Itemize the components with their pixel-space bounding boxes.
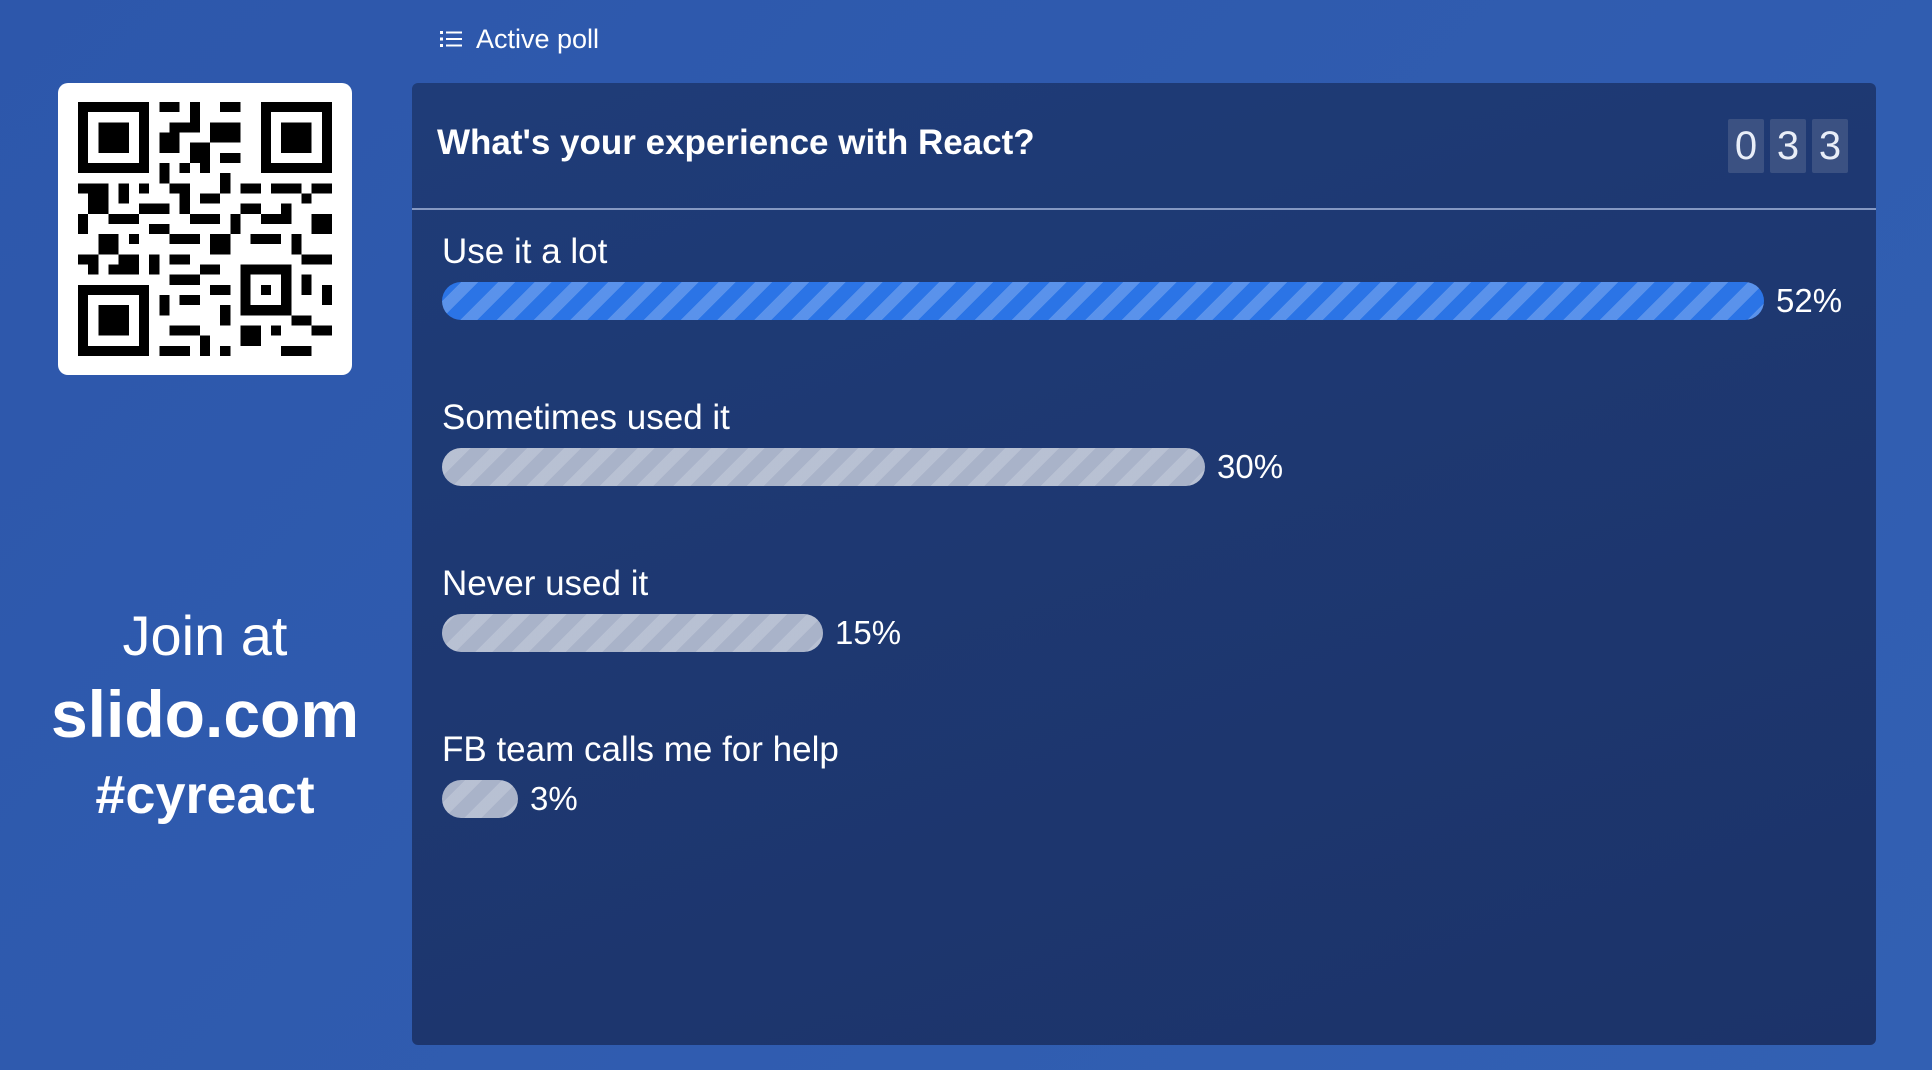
poll-option: Never used it 15% (442, 562, 1852, 728)
active-poll-text: Active poll (476, 23, 600, 54)
option-bar (442, 282, 1764, 320)
poll-question: What's your experience with React? (437, 123, 1035, 162)
vote-counter: 0 3 3 (1728, 119, 1848, 173)
qr-code-card (58, 83, 352, 375)
vote-counter-digit: 3 (1812, 119, 1848, 173)
join-url[interactable]: slido.com (50, 677, 360, 751)
option-percent: 3% (530, 780, 578, 817)
option-label: Sometimes used it (442, 398, 730, 437)
option-label: Never used it (442, 564, 649, 603)
poll-option: FB team calls me for help 3% (442, 728, 1852, 894)
option-label: FB team calls me for help (442, 730, 839, 769)
active-poll-label: Active poll (440, 18, 599, 60)
poll-panel: What's your experience with React? 0 3 3… (412, 83, 1876, 1045)
vote-counter-digit: 0 (1728, 119, 1764, 173)
option-percent: 30% (1217, 448, 1284, 485)
join-instructions: Join at slido.com #cyreact (0, 600, 410, 834)
poll-option: Use it a lot 52% (442, 230, 1852, 396)
option-bar (442, 614, 823, 652)
poll-header: What's your experience with React? 0 3 3 (412, 83, 1876, 210)
option-label: Use it a lot (442, 232, 608, 271)
option-bar (442, 448, 1205, 486)
vote-counter-digit: 3 (1770, 119, 1806, 173)
event-code: #cyreact (95, 765, 315, 825)
option-percent: 15% (835, 614, 902, 651)
option-percent: 52% (1776, 282, 1843, 319)
qr-code-icon (78, 102, 332, 356)
poll-options: Use it a lot 52% Sometimes used it 30% N… (442, 230, 1852, 894)
join-at-text: Join at (122, 604, 288, 667)
list-icon (440, 31, 462, 47)
option-bar (442, 780, 518, 818)
poll-option: Sometimes used it 30% (442, 396, 1852, 562)
